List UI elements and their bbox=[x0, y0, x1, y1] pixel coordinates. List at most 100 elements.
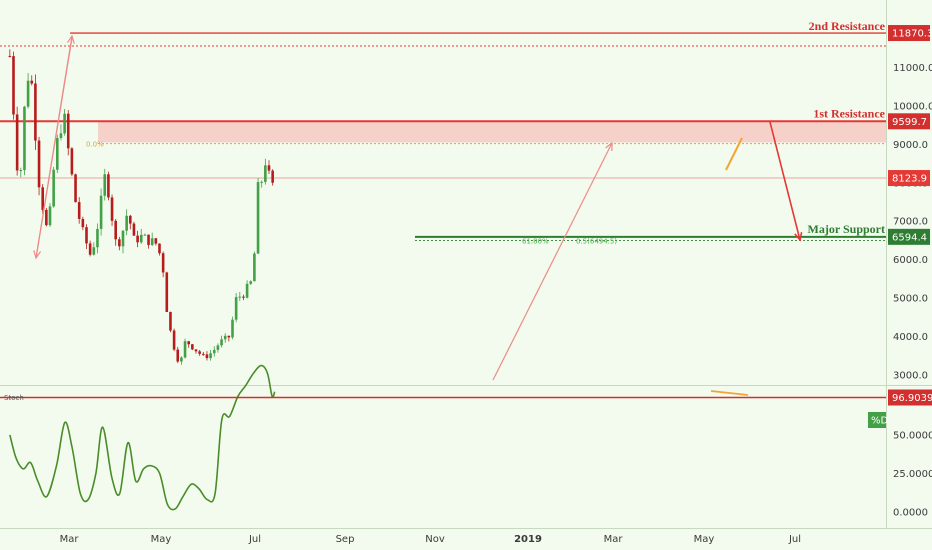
candle bbox=[143, 233, 147, 236]
candle bbox=[158, 243, 161, 256]
candle bbox=[45, 207, 48, 227]
candle bbox=[209, 349, 212, 361]
stoch-tick-label: 0.0000 bbox=[893, 508, 928, 519]
price-tick-label: 11000.0 bbox=[893, 63, 932, 74]
candle bbox=[34, 74, 37, 150]
candle bbox=[96, 223, 99, 254]
candle bbox=[12, 51, 15, 120]
projection-arrow bbox=[769, 121, 803, 242]
svg-text:9599.7: 9599.7 bbox=[892, 117, 927, 128]
fib-label-half: 0.5(6494.5) bbox=[576, 237, 617, 245]
time-tick-label: Mar bbox=[60, 534, 80, 545]
divergence-line-stoch bbox=[710, 390, 749, 396]
candle bbox=[187, 340, 190, 348]
candle bbox=[220, 335, 223, 348]
price-tick-label: 4000.0 bbox=[893, 332, 928, 343]
svg-text:11870.3: 11870.3 bbox=[892, 29, 932, 40]
stochastic-pane: Stoch bbox=[0, 364, 886, 511]
time-tick-label: 2019 bbox=[514, 534, 542, 545]
last-price-tag: 8123.9 bbox=[888, 170, 930, 187]
candle bbox=[81, 216, 85, 231]
time-tick-label: May bbox=[151, 534, 172, 545]
fib-arrow-up bbox=[35, 34, 75, 259]
fib-label-618: 61.80% bbox=[522, 237, 549, 245]
candle bbox=[165, 271, 169, 312]
candle bbox=[19, 167, 23, 178]
candle bbox=[23, 105, 26, 176]
stoch-tick-label: 50.0000 bbox=[893, 430, 932, 441]
candle bbox=[242, 294, 245, 301]
candle bbox=[194, 349, 198, 354]
candle bbox=[99, 188, 103, 236]
candle bbox=[245, 280, 249, 299]
candle bbox=[205, 351, 209, 361]
candle bbox=[132, 221, 136, 236]
time-tick-label: Nov bbox=[425, 534, 445, 545]
candle bbox=[216, 343, 220, 353]
stoch-d-badge: %D bbox=[868, 412, 889, 428]
stoch-tick-label: 25.0000 bbox=[893, 469, 932, 480]
divergence-line-price bbox=[725, 137, 743, 171]
candle bbox=[256, 177, 260, 254]
time-tick-label: May bbox=[694, 534, 715, 545]
svg-text:8123.9: 8123.9 bbox=[892, 174, 927, 185]
recovery-arrow bbox=[492, 141, 613, 381]
candle bbox=[198, 349, 201, 356]
candle bbox=[59, 124, 63, 141]
resistance-1-label: 1st Resistance bbox=[813, 106, 885, 120]
candle bbox=[253, 251, 256, 282]
candle bbox=[103, 168, 107, 201]
candle bbox=[161, 251, 165, 278]
candle bbox=[110, 194, 114, 226]
stoch-value-tag: 96.9039 bbox=[888, 389, 932, 406]
price-tick-label: 7000.0 bbox=[893, 217, 928, 228]
candle bbox=[70, 147, 74, 177]
candle bbox=[92, 242, 96, 256]
candle bbox=[37, 136, 41, 196]
candle bbox=[238, 292, 242, 301]
candle bbox=[52, 166, 55, 208]
candle bbox=[125, 209, 128, 236]
time-tick-label: Jul bbox=[788, 534, 801, 545]
candle bbox=[180, 356, 183, 365]
price-tick-label: 6000.0 bbox=[893, 255, 928, 266]
candle bbox=[85, 224, 88, 249]
price-tick-label: 10000.0 bbox=[893, 101, 932, 112]
candle bbox=[212, 346, 216, 357]
fib-label-zero: 0.0% bbox=[86, 141, 104, 149]
candle bbox=[107, 171, 110, 201]
resistance-2-label: 2nd Resistance bbox=[809, 19, 886, 33]
svg-text:6594.4: 6594.4 bbox=[892, 232, 927, 243]
candle bbox=[136, 230, 139, 248]
candle bbox=[271, 169, 274, 186]
svg-text:%D: %D bbox=[871, 416, 889, 427]
stoch-line bbox=[9, 364, 276, 511]
candle bbox=[15, 106, 19, 176]
candle bbox=[139, 228, 143, 244]
candle bbox=[260, 180, 263, 188]
candle bbox=[223, 333, 227, 343]
candle bbox=[147, 234, 150, 249]
candle bbox=[231, 316, 234, 340]
resistance-1-tag: 9599.7 bbox=[888, 113, 930, 130]
candle bbox=[118, 236, 121, 251]
major-support-tag: 6594.4 bbox=[888, 228, 930, 245]
candle bbox=[191, 343, 194, 351]
resistance-zone bbox=[98, 121, 886, 143]
candle bbox=[172, 328, 176, 352]
candle bbox=[227, 335, 231, 342]
candle bbox=[249, 280, 253, 285]
candle bbox=[26, 73, 30, 109]
major-support-label: Major Support bbox=[808, 222, 885, 236]
candle bbox=[121, 230, 125, 254]
candle bbox=[41, 184, 44, 215]
svg-text:96.9039: 96.9039 bbox=[892, 393, 932, 404]
price-tick-label: 9000.0 bbox=[893, 140, 928, 151]
time-tick-label: Jul bbox=[248, 534, 261, 545]
candle bbox=[88, 240, 92, 257]
time-tick-label: Mar bbox=[604, 534, 624, 545]
candle bbox=[267, 160, 271, 174]
candle bbox=[8, 49, 12, 58]
